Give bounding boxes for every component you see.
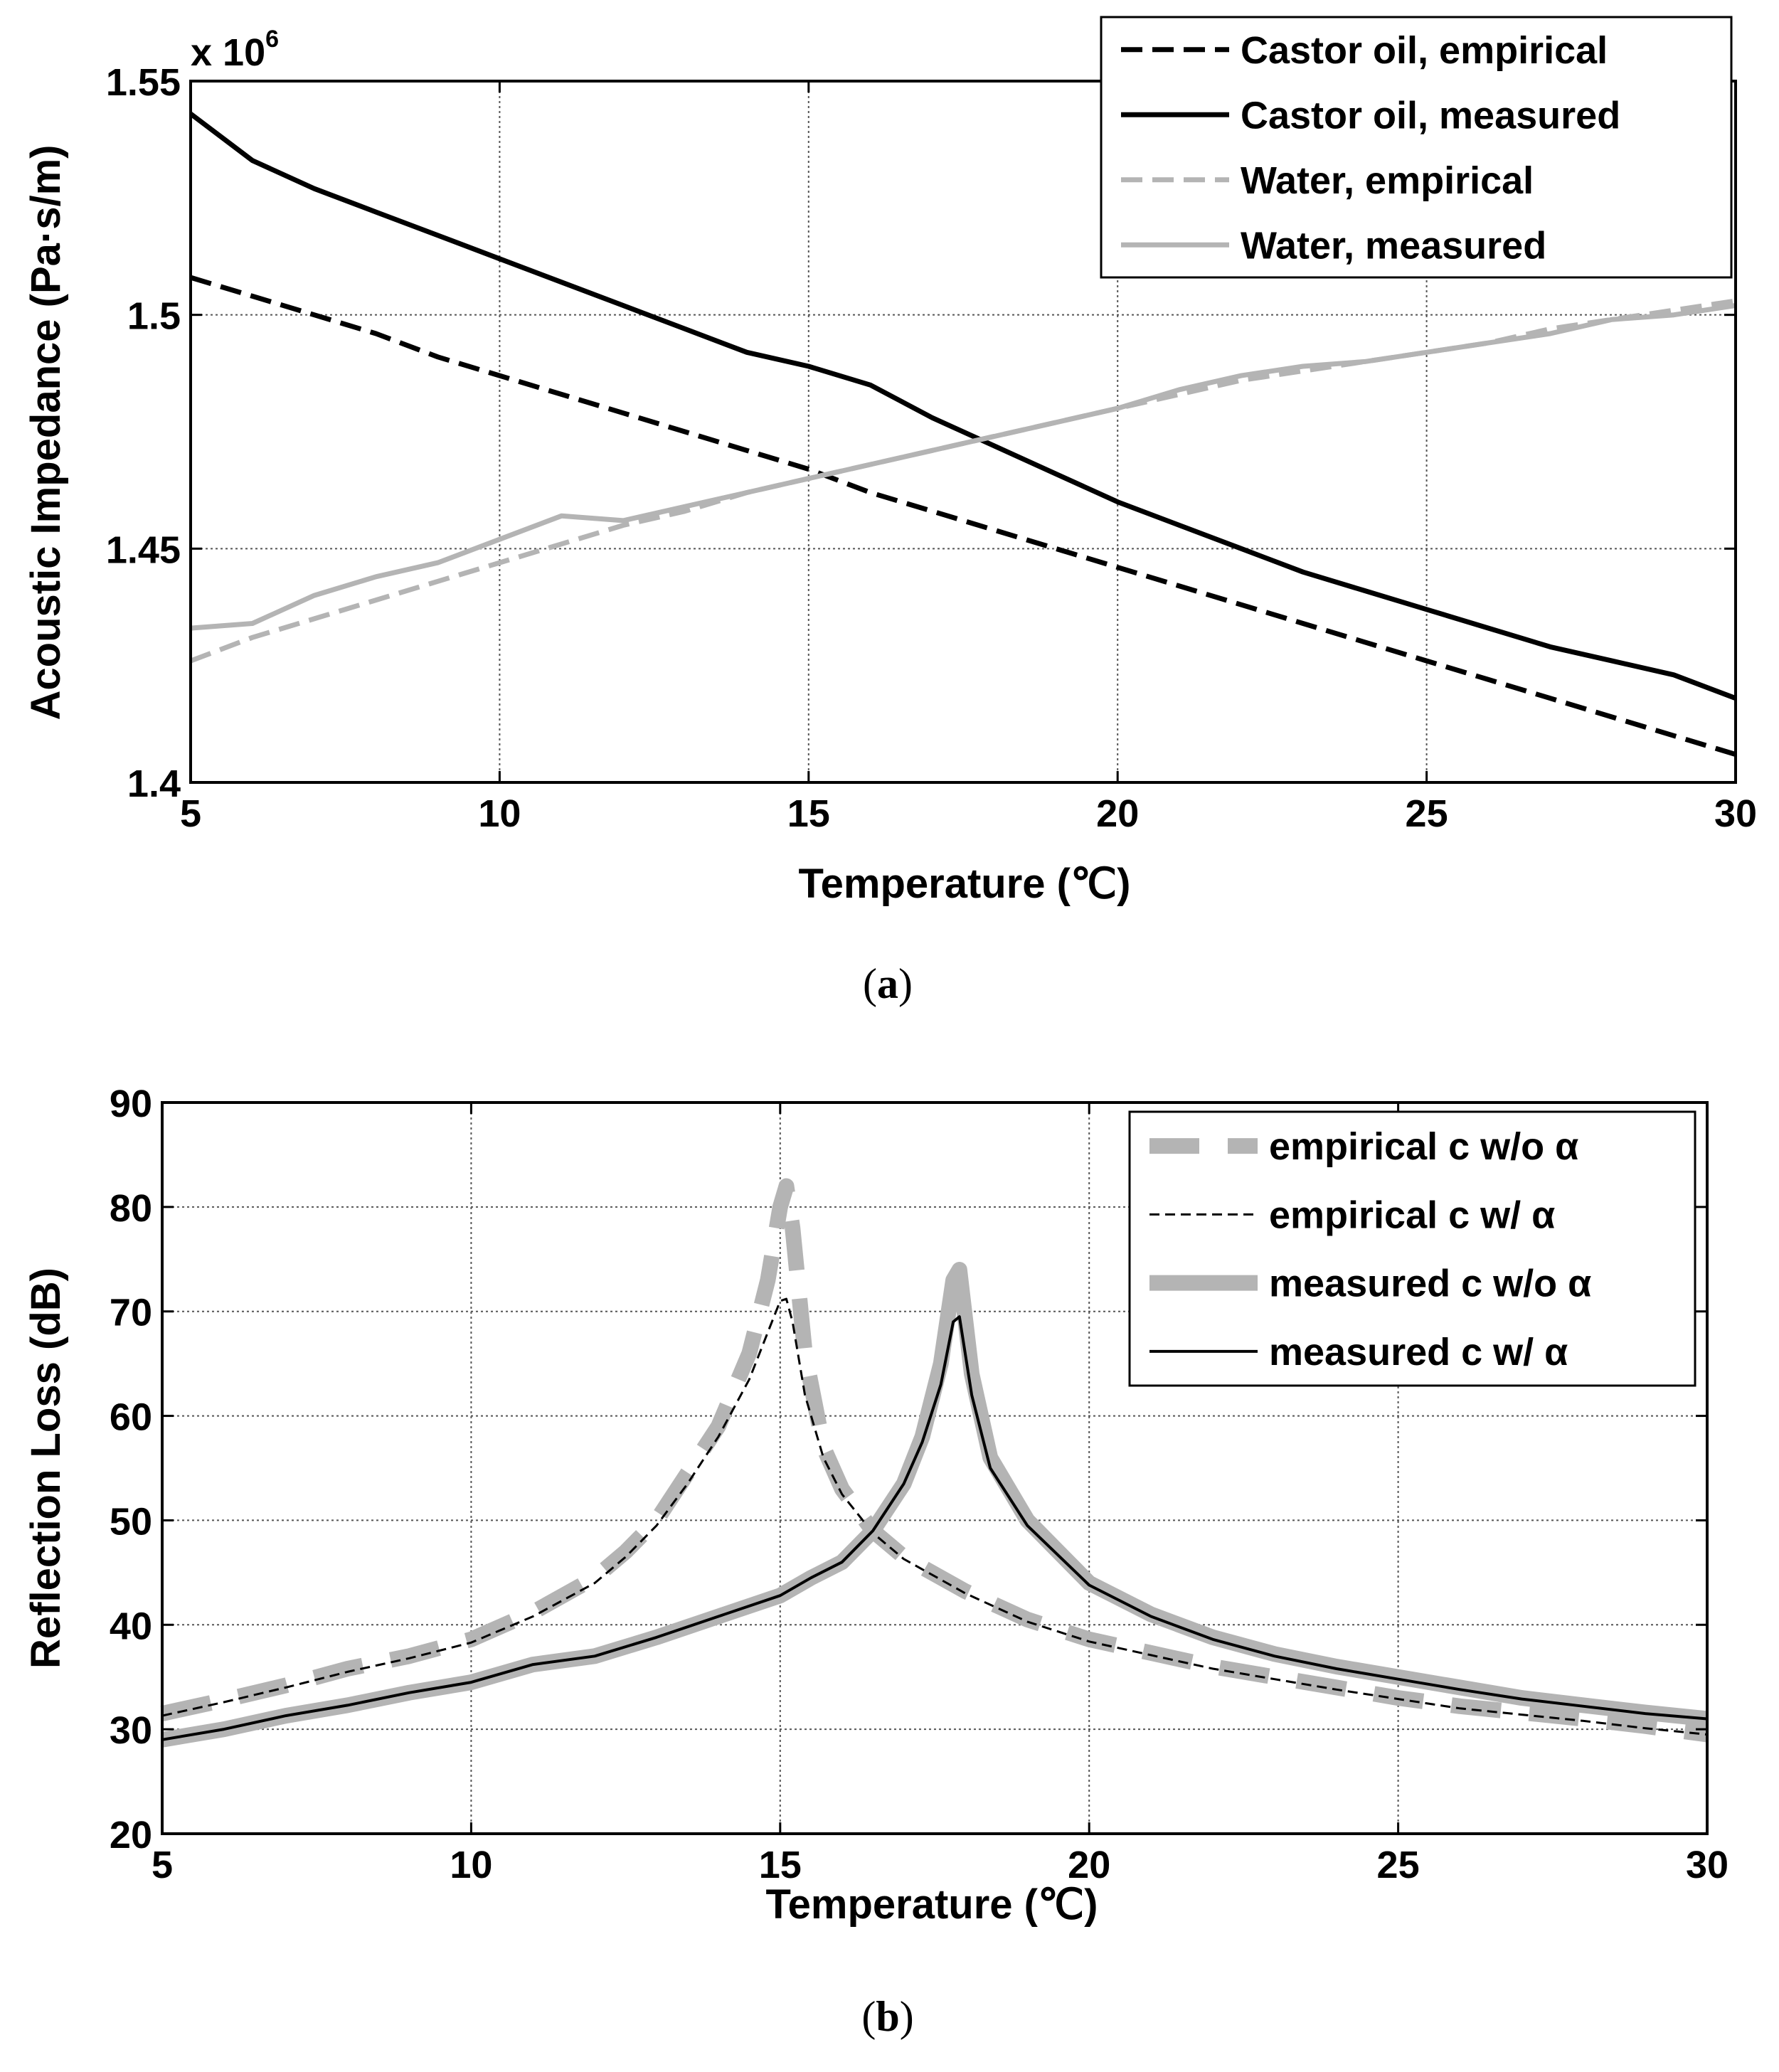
chart-a-series-group — [188, 112, 1737, 757]
chart-b-tick-marks — [161, 1101, 1709, 1835]
chart-b-y-tick-label: 30 — [110, 1709, 152, 1752]
chart-b-legend-label-3: measured c w/o α — [1269, 1263, 1591, 1305]
chart-b-x-tick-labels: 5 10 15 20 25 30 — [152, 1844, 1728, 1886]
chart-a-x-tick-label: 20 — [1096, 792, 1139, 835]
chart-a-x-tick-label: 10 — [478, 792, 521, 835]
chart-a-legend-label-2: Castor oil, measured — [1241, 94, 1620, 137]
chart-b-legend-label-4: measured c w/ α — [1269, 1331, 1568, 1374]
chart-a-legend-box — [1100, 16, 1733, 279]
caption-b: (b) — [861, 1993, 913, 2040]
chart-b: 5 10 15 20 25 30 20 30 40 50 60 70 80 90 Temperature… — [23, 1083, 1728, 1928]
chart-b-y-axis-label: Reflection Loss (dB) — [23, 1268, 69, 1669]
chart-b-x-tick-label: 15 — [759, 1844, 802, 1886]
chart-b-series-line-2 — [161, 1297, 1708, 1736]
chart-b-legend-label-1: empirical c w/o α — [1269, 1125, 1578, 1168]
chart-a: 5 10 15 20 25 30 1.4 1.45 1.5 1.55 x 106 Tempera… — [23, 16, 1757, 907]
chart-b-series-group — [160, 1178, 1709, 1748]
chart-b-legend-label-2: empirical c w/ α — [1269, 1194, 1555, 1236]
chart-a-x-axis-label: Temperature (℃) — [799, 861, 1131, 907]
chart-a-legend-label-3: Water, empirical — [1241, 159, 1534, 202]
chart-b-series-line-4 — [161, 1315, 1708, 1741]
chart-a-series-line-1 — [189, 275, 1737, 757]
chart-b-x-tick-label: 30 — [1686, 1844, 1728, 1886]
chart-a-y-axis-label: Acoustic Impedance (Pa·s/m) — [23, 145, 69, 721]
chart-a-series-line-4 — [190, 303, 1736, 631]
chart-a-x-tick-labels: 5 10 15 20 25 30 — [180, 792, 1757, 835]
chart-a-x-tick-label: 30 — [1714, 792, 1757, 835]
chart-b-y-tick-label: 50 — [110, 1500, 152, 1543]
chart-a-y-tick-label: 1.4 — [127, 763, 181, 805]
chart-a-x-tick-label: 5 — [180, 792, 201, 835]
chart-a-y-multiplier: x 106 — [191, 26, 279, 74]
chart-a-y-tick-label: 1.5 — [127, 295, 181, 338]
chart-a-plot-frame — [189, 80, 1737, 784]
caption-a: (a) — [863, 960, 913, 1007]
chart-a-grid — [191, 81, 1736, 782]
chart-b-y-tick-label: 70 — [110, 1292, 152, 1334]
chart-b-x-tick-label: 25 — [1377, 1844, 1420, 1886]
chart-b-legend-box — [1128, 1110, 1696, 1387]
chart-a-y-tick-label: 1.45 — [106, 528, 181, 571]
chart-b-y-tick-label: 80 — [110, 1187, 152, 1230]
chart-b-y-tick-label: 40 — [110, 1605, 152, 1647]
chart-a-legend-label-4: Water, measured — [1241, 224, 1546, 267]
chart-b-y-tick-labels: 20 30 40 50 60 70 80 90 — [110, 1083, 152, 1856]
chart-b-legend: empirical c w/o α empirical c w/ α measure… — [1128, 1110, 1696, 1387]
chart-b-plot-frame — [161, 1101, 1709, 1835]
chart-a-y-tick-labels: 1.4 1.45 1.5 1.55 — [106, 61, 181, 805]
chart-a-y-tick-label: 1.55 — [106, 61, 181, 104]
chart-a-series-line-2 — [188, 112, 1737, 701]
chart-a-legend: Castor oil, empirical Castor oil, measure… — [1100, 16, 1733, 279]
chart-b-x-tick-label: 10 — [450, 1844, 492, 1886]
chart-b-x-tick-label: 5 — [152, 1844, 173, 1886]
chart-b-y-tick-label: 60 — [110, 1396, 152, 1439]
chart-b-y-tick-label: 90 — [110, 1083, 152, 1125]
chart-b-x-axis-label: Temperature (℃) — [766, 1881, 1098, 1928]
chart-a-x-tick-label: 15 — [787, 792, 830, 835]
chart-a-series-line-3 — [189, 298, 1736, 664]
chart-b-x-tick-label: 20 — [1068, 1844, 1110, 1886]
chart-a-legend-label-1: Castor oil, empirical — [1241, 29, 1608, 72]
chart-b-y-tick-label: 20 — [110, 1814, 152, 1856]
chart-a-x-tick-label: 25 — [1406, 792, 1448, 835]
